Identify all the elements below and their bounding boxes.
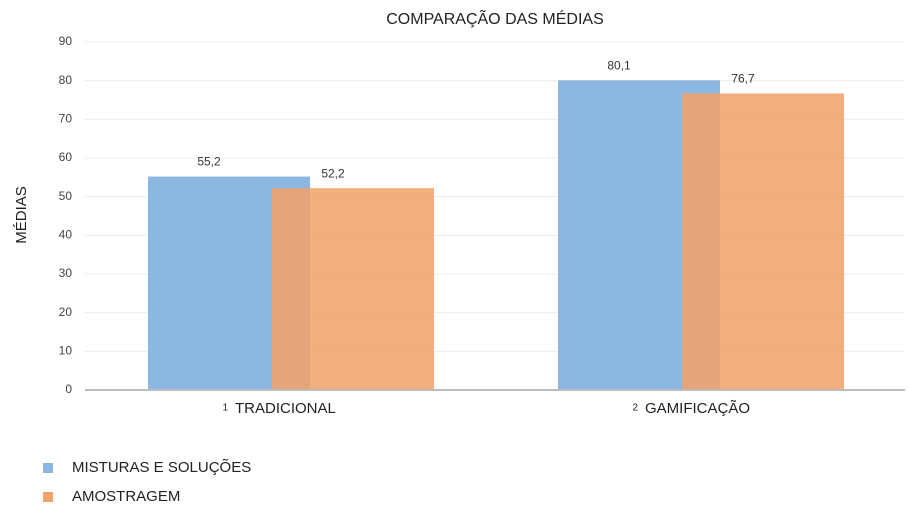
value-label: 80,1 (607, 58, 631, 72)
value-label: 52,2 (321, 166, 345, 180)
x-tick-number: 2 (632, 403, 638, 414)
y-tick-label: 10 (59, 344, 73, 358)
legend-swatch (43, 463, 53, 473)
value-label: 76,7 (731, 72, 755, 86)
value-label: 55,2 (197, 155, 221, 169)
chart-title: COMPARAÇÃO DAS MÉDIAS (386, 8, 604, 28)
y-axis-label: MÉDIAS (13, 186, 30, 244)
legend-label: MISTURAS E SOLUÇÕES (72, 459, 251, 476)
bar (682, 93, 844, 390)
y-tick-label: 70 (59, 112, 73, 126)
y-tick-label: 50 (59, 189, 73, 203)
y-tick-label: 60 (59, 150, 73, 164)
legend-swatch (43, 492, 53, 502)
legend-label: AMOSTRAGEM (72, 488, 180, 505)
x-tick-number: 1 (222, 403, 228, 414)
y-tick-label: 30 (59, 266, 73, 280)
y-tick-label: 0 (65, 382, 72, 396)
x-tick-label: GAMIFICAÇÃO (645, 400, 750, 417)
x-tick-label: TRADICIONAL (235, 400, 336, 417)
y-tick-label: 20 (59, 305, 73, 319)
bar (272, 188, 434, 390)
y-tick-label: 90 (59, 34, 73, 48)
y-tick-label: 40 (59, 228, 73, 242)
y-tick-label: 80 (59, 73, 73, 87)
